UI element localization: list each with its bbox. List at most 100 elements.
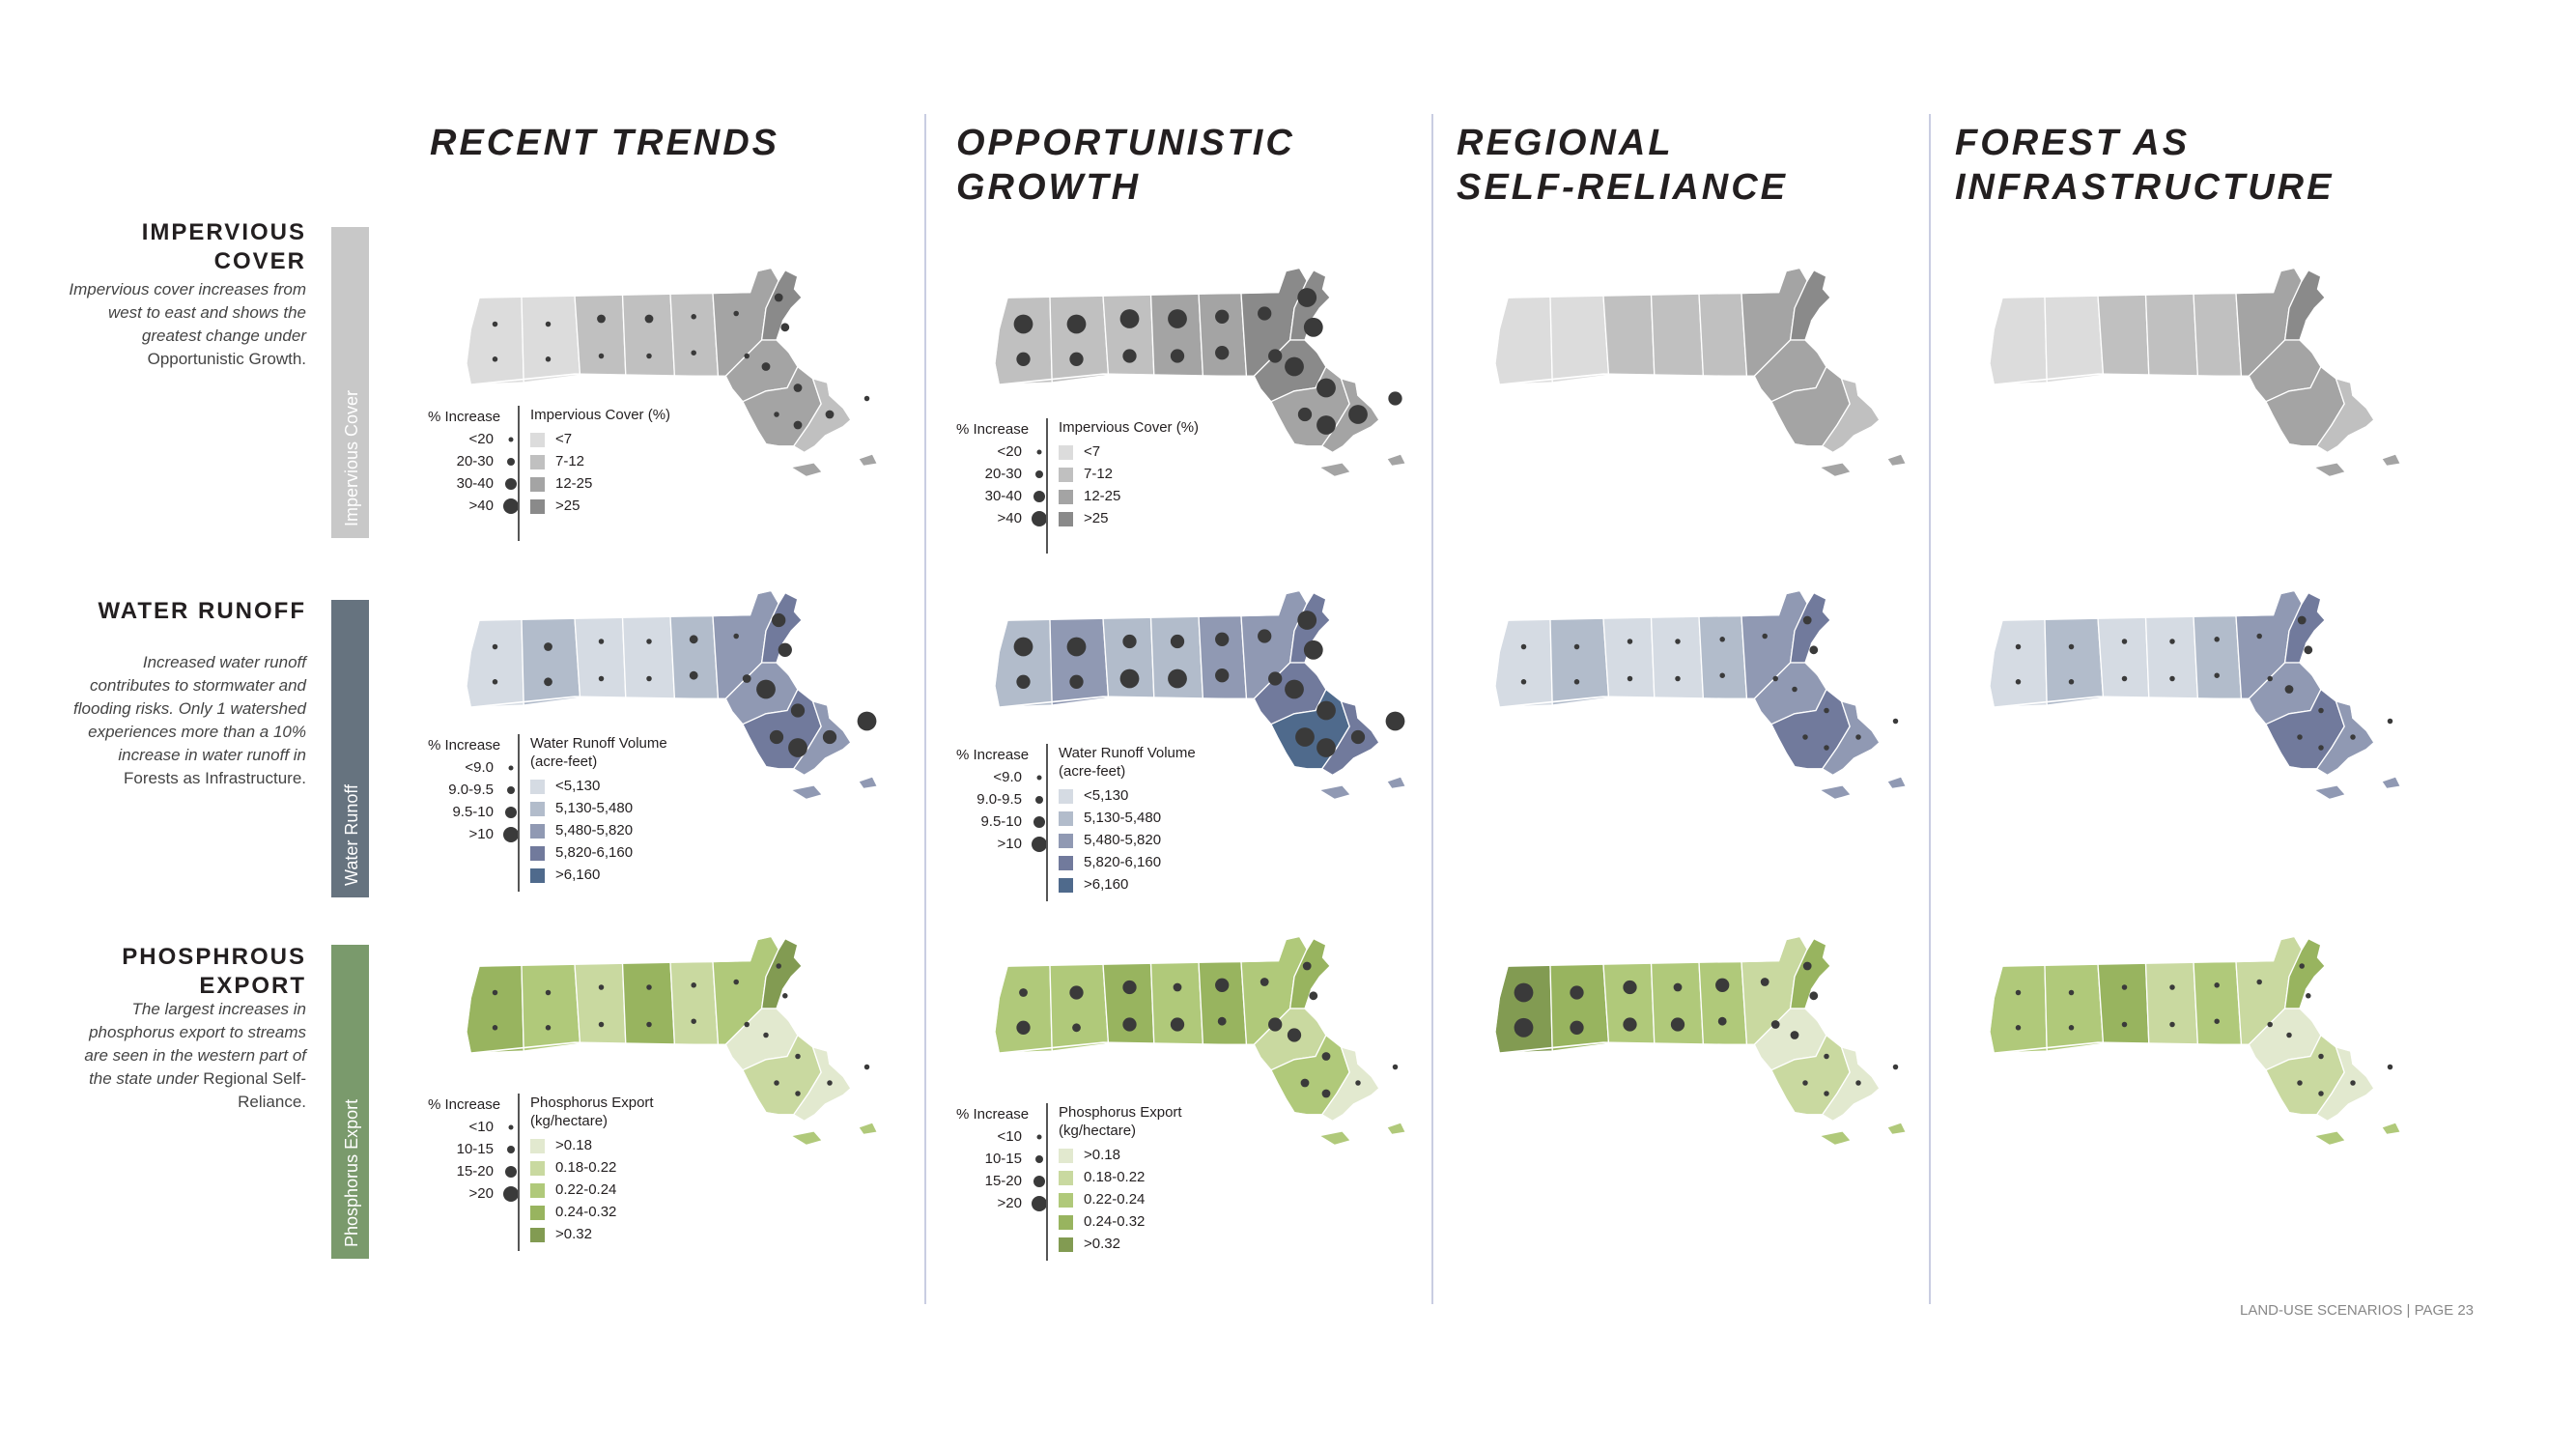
increase-marker [2387, 1064, 2393, 1070]
island-region [1887, 777, 1906, 788]
increase-marker [2318, 1053, 2324, 1060]
circle-marker-icon [1032, 510, 1047, 526]
class-item: 5,130-5,480 [530, 797, 723, 819]
circle-marker-icon [1032, 836, 1047, 852]
class-header: Water Runoff Volume (acre-feet) [1059, 745, 1196, 780]
percent-increase-label: 20-30 [456, 453, 494, 469]
row-tab-label: Phosphorus Export [341, 1098, 361, 1247]
class-item: >25 [1059, 507, 1252, 529]
class-item: <7 [1059, 441, 1252, 463]
percent-increase-header: % Increase [428, 409, 501, 425]
column-title-recent-trends: RECENT TRENDS [430, 123, 780, 163]
increase-marker [1285, 356, 1304, 377]
increase-marker [1316, 738, 1336, 757]
color-swatch [530, 802, 545, 816]
percent-increase-label: 9.5-10 [980, 813, 1022, 830]
increase-marker [598, 984, 605, 990]
increase-marker [1122, 980, 1137, 995]
island-region [859, 454, 877, 466]
increase-marker [2068, 643, 2075, 650]
increase-marker [1019, 988, 1028, 997]
class-label: 7-12 [555, 453, 585, 469]
increase-marker [761, 362, 771, 371]
map-phosphorus-forest-as-infrastructure [1988, 935, 2407, 1145]
legend-divider [1046, 1103, 1048, 1261]
watershed-region [1989, 964, 2048, 1054]
increase-marker [769, 729, 784, 745]
increase-marker [778, 642, 792, 657]
increase-marker [2318, 1091, 2324, 1096]
percent-increase-label: <10 [468, 1119, 494, 1135]
row-tab-phosphorus-export: Phosphorus Export [331, 945, 369, 1259]
increase-marker [2121, 639, 2128, 644]
row-title-impervious-cover: IMPERVIOUS COVER [141, 219, 306, 274]
increase-marker [1066, 637, 1087, 657]
increase-marker [598, 1021, 605, 1028]
increase-marker [2214, 982, 2220, 988]
watershed-region [2193, 292, 2243, 378]
percent-increase-scale: % Increase <20 20-30 30-40 >40 [956, 418, 1047, 529]
percent-increase-item: 9.5-10 [956, 810, 1045, 833]
percent-increase-label: 15-20 [984, 1173, 1022, 1189]
increase-marker [598, 675, 605, 682]
class-header: Impervious Cover (%) [530, 407, 671, 423]
island-region [792, 1131, 822, 1145]
percent-increase-item: <20 [956, 441, 1043, 463]
watershed-region [1989, 296, 2048, 385]
increase-marker [1168, 668, 1187, 689]
increase-marker [1303, 640, 1323, 660]
watershed-region [1102, 294, 1155, 376]
class-scale: Water Runoff Volume (acre-feet) <5,130 5,1… [1059, 744, 1252, 896]
increase-marker [2350, 1080, 2356, 1086]
percent-increase-scale: % Increase <9.0 9.0-9.5 9.5-10 >10 [428, 734, 519, 845]
increase-marker [2297, 734, 2303, 740]
class-label: 7-12 [1084, 466, 1114, 482]
column-title-forest-as-infrastructure: FOREST AS INFRASTRUCTURE [1955, 123, 2335, 208]
row-tab-label: Impervious Cover [341, 389, 361, 526]
watershed-region [1198, 960, 1248, 1046]
island-region [2315, 1131, 2345, 1145]
row-description-text: Increased water runoff contributes to st… [73, 653, 306, 764]
increase-marker [1802, 734, 1808, 740]
increase-marker [2169, 639, 2175, 644]
class-header: Water Runoff Volume (acre-feet) [530, 735, 667, 770]
row-tab-impervious-cover: Impervious Cover [331, 227, 369, 538]
watershed-region [1149, 292, 1204, 378]
state-outline [465, 267, 884, 454]
circle-marker-icon [505, 477, 517, 490]
circle-marker-icon [1033, 490, 1045, 502]
watershed-region [994, 296, 1053, 385]
class-item: <5,130 [1059, 784, 1252, 807]
increase-marker [774, 293, 783, 302]
circle-marker-icon [505, 1165, 517, 1178]
increase-marker [2169, 1021, 2175, 1028]
percent-increase-item: >10 [428, 823, 519, 845]
color-swatch [530, 868, 545, 883]
state-outline [465, 935, 884, 1123]
color-swatch [1059, 1237, 1073, 1252]
watershed-region [1650, 292, 1705, 378]
color-swatch [1059, 834, 1073, 848]
increase-marker [1792, 686, 1798, 693]
circle-marker-icon [503, 826, 519, 842]
increase-marker [1321, 1052, 1331, 1061]
island-region [1821, 785, 1851, 799]
watershed-region [1198, 614, 1248, 700]
increase-marker [2299, 963, 2305, 969]
increase-marker [1770, 1020, 1780, 1029]
watershed-region [994, 618, 1053, 708]
class-item: 5,820-6,160 [530, 841, 723, 864]
increase-marker [788, 738, 807, 757]
circle-marker-icon [503, 1185, 519, 1202]
map-impervious-recent-trends [465, 267, 884, 476]
increase-marker [2256, 979, 2262, 985]
watershed-region [1494, 964, 1553, 1054]
island-region [2382, 454, 2400, 466]
increase-marker [646, 984, 652, 990]
class-label: 0.22-0.24 [555, 1181, 617, 1198]
increase-marker [1855, 1080, 1861, 1086]
increase-marker [1016, 352, 1031, 366]
percent-increase-item: 9.0-9.5 [428, 779, 515, 801]
island-region [859, 1123, 877, 1134]
class-header: Phosphorus Export (kg/hectare) [530, 1095, 654, 1129]
